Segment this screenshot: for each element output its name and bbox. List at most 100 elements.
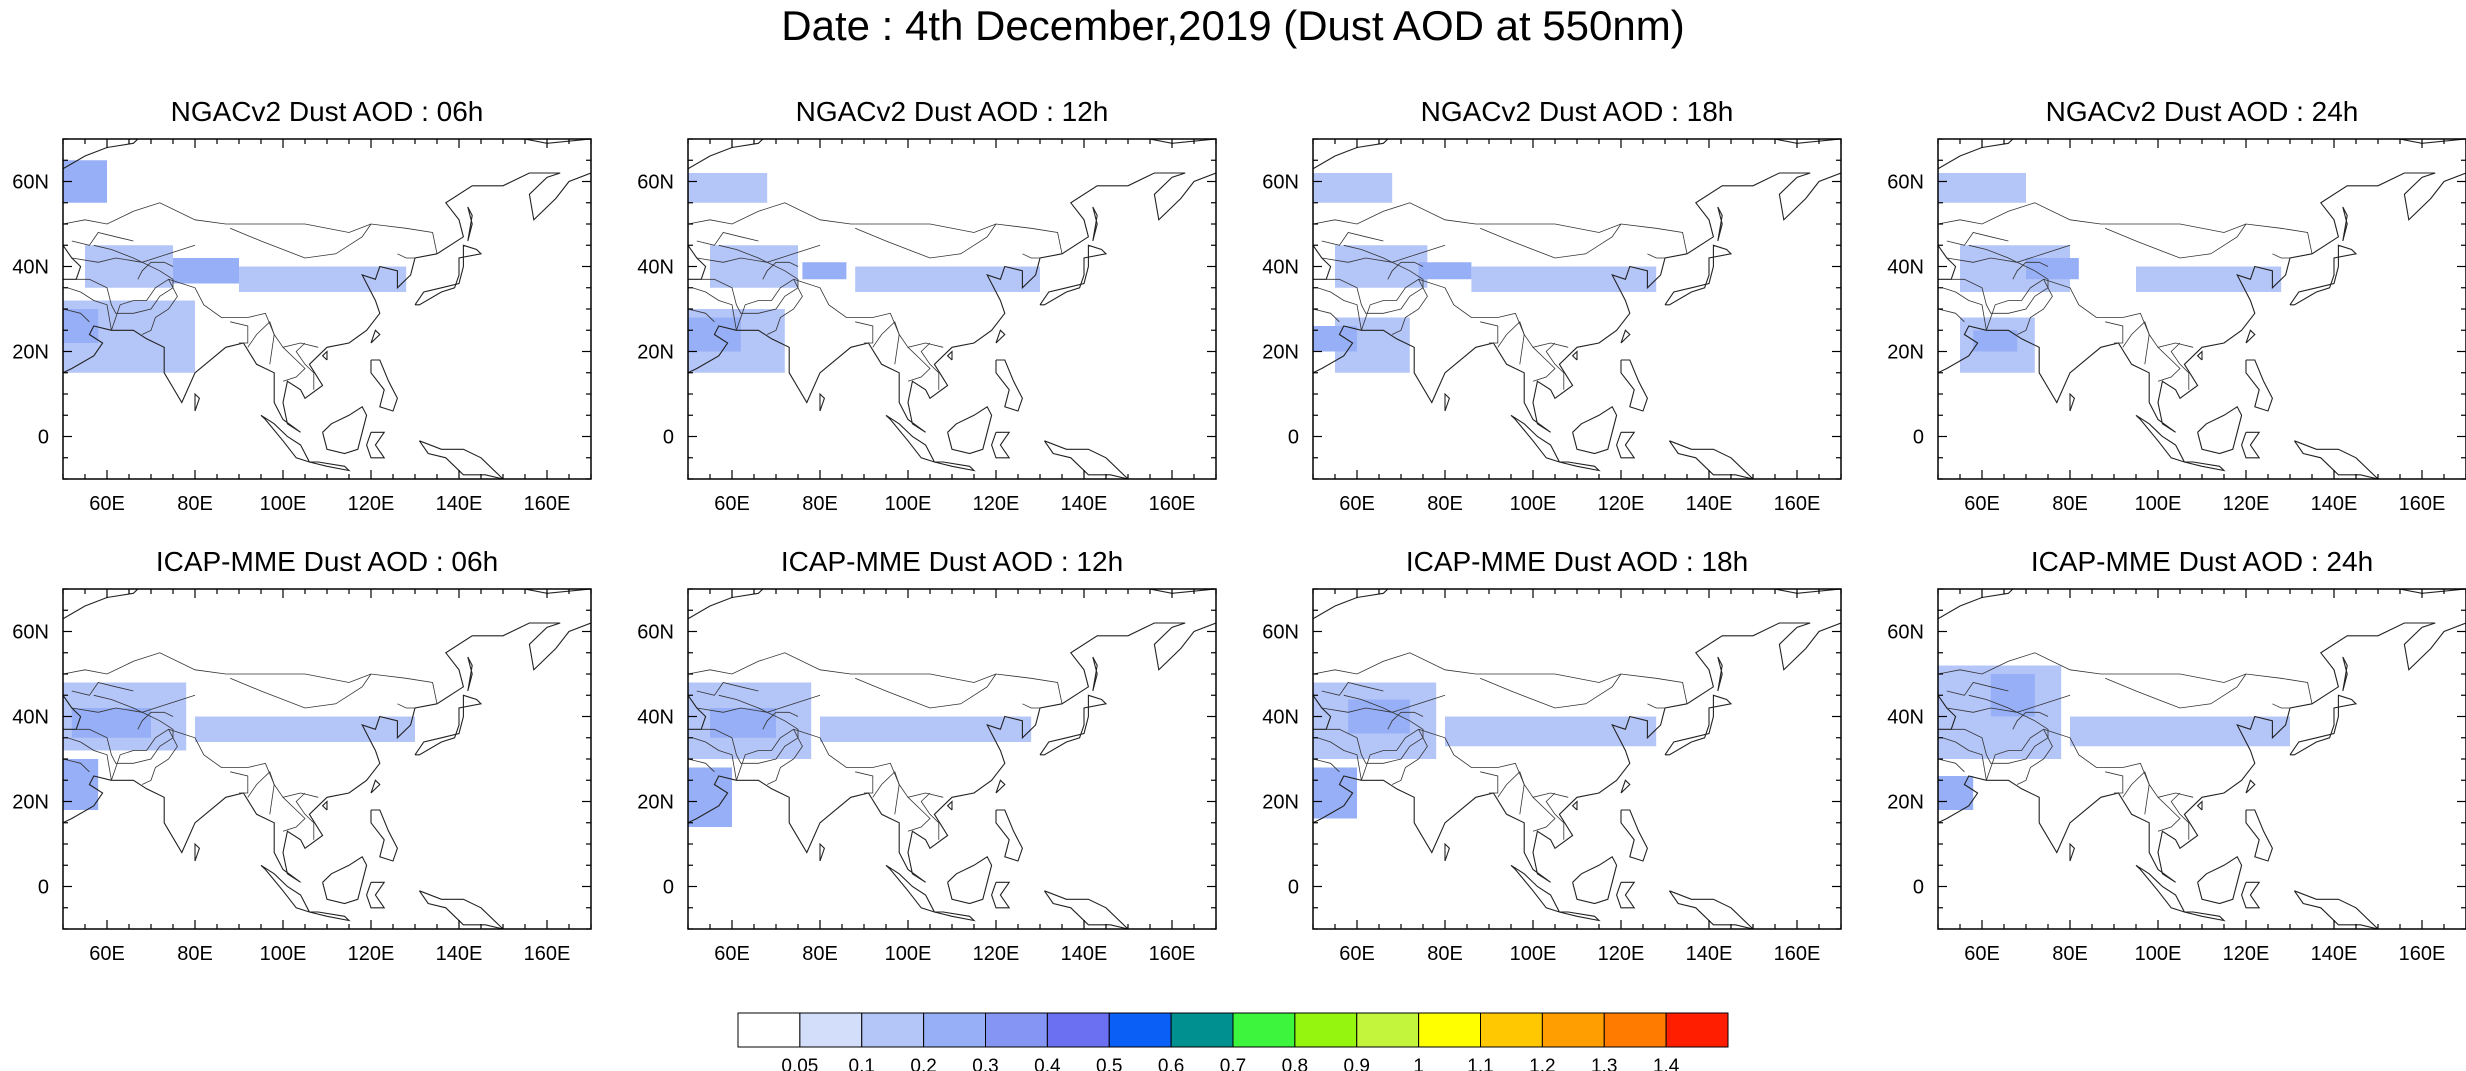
x-tick-label: 60E [714,493,750,515]
aod-cell [1938,776,1974,810]
coastlines [1313,589,1841,929]
country-border [1938,758,1965,773]
country-border [2043,278,2194,348]
country-border [1938,308,1965,323]
coastline [1559,461,1601,472]
country-border [247,321,275,365]
country-border [1986,278,2053,335]
coastline [1616,881,1636,909]
aod-cell [802,262,847,280]
coastline [260,864,311,913]
x-tick-label: 120E [348,943,395,965]
x-tick-label: 100E [1510,943,1557,965]
coastline [2197,406,2243,455]
country-border [1968,244,2071,263]
coastline [995,809,1023,862]
coastline [1620,809,1648,862]
panel-title: ICAP-MME Dust AOD : 06h [156,546,498,577]
coastline [2069,842,2076,862]
country-border [137,711,174,730]
aod-cell [820,716,1032,742]
x-tick-label: 140E [436,943,483,965]
country-border [1480,771,1499,794]
x-tick-label: 60E [714,943,750,965]
country-border [137,261,174,280]
y-tick-label: 40N [1262,707,1299,729]
country-border [1361,278,1428,335]
country-border [1418,278,1569,348]
aod-cell [688,767,732,827]
y-tick-label: 20N [12,792,49,814]
country-border [1946,707,2049,764]
country-border [282,347,306,382]
coastline [885,414,936,463]
aod-cell [195,716,415,742]
country-border [1313,308,1340,323]
country-border [920,792,940,840]
y-tick-label: 0 [38,427,49,449]
country-border [1497,771,1525,815]
x-tick-label: 140E [1686,943,1733,965]
map-panel-2: NGACv2 Dust AOD : 12h 60E 80E 100E 120E 140E 1… [637,96,1217,515]
country-border [1532,347,1556,382]
coastlines [63,589,591,929]
country-border [692,737,737,781]
country-border [2122,771,2150,815]
colorbar-label: 0.7 [1220,1056,1246,1071]
x-tick-label: 60E [1339,493,1375,515]
coastline [1043,890,1129,929]
x-tick-label: 160E [524,493,571,515]
colorbar-label: 1 [1413,1056,1424,1071]
country-border [1946,232,2009,246]
coastline [370,359,398,412]
coastline [2241,881,2261,909]
coastline [1572,856,1618,905]
country-border [688,758,715,773]
coastline [688,244,707,280]
y-tick-label: 40N [1262,257,1299,279]
y-tick-label: 60N [1887,172,1924,194]
x-tick-label: 120E [1598,493,1645,515]
country-border [1387,261,1424,280]
y-tick-label: 60N [1887,622,1924,644]
colorbar-label: 0.6 [1158,1056,1184,1071]
country-border [1532,797,1556,832]
coastline [2135,864,2186,913]
map-panel-6: ICAP-MME Dust AOD : 12h 60E 80E 100E 120E 140… [637,546,1217,965]
coastline [2245,329,2256,344]
colorbar-label: 0.05 [781,1056,818,1071]
country-border [397,703,415,709]
coastlines [1938,139,2466,479]
x-tick-label: 100E [260,943,307,965]
country-border [718,694,821,713]
coastline [309,461,351,472]
country-border [920,342,940,390]
country-border [696,257,799,314]
country-border [71,257,174,314]
y-tick-label: 20N [1262,792,1299,814]
country-border [1647,703,1665,709]
coastline [2184,911,2226,922]
coastline [370,809,398,862]
coastline [934,911,976,922]
coastline [1313,244,1332,280]
coastline [321,350,328,361]
colorbar-label: 0.8 [1282,1056,1308,1071]
country-border [696,707,799,764]
coastline [1938,622,2466,883]
country-border [63,202,438,254]
coastline [2293,440,2379,479]
coastline [1620,329,1631,344]
coastline [1620,359,1648,412]
country-border [855,321,874,344]
country-border [1321,257,1424,314]
country-border [718,244,821,263]
coastline [1313,694,1332,730]
colorbar-swatch [1046,1012,1110,1048]
x-tick-label: 100E [885,493,932,515]
coastline [2245,809,2273,862]
coastline [63,589,591,620]
coastline [947,406,993,455]
coastline [194,842,201,862]
country-border [1343,694,1446,713]
